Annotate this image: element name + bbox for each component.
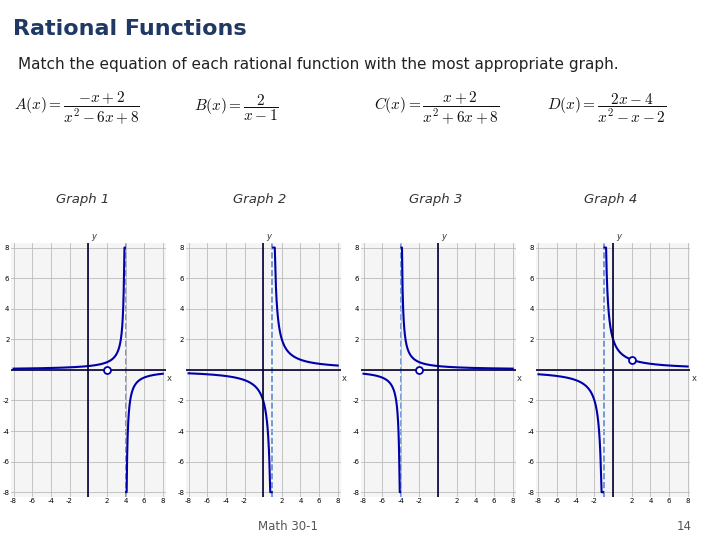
Text: Graph 4: Graph 4 [584,192,637,206]
Text: $B(x) = \dfrac{2}{x-1}$: $B(x) = \dfrac{2}{x-1}$ [194,93,279,123]
Text: $D(x) = \dfrac{2x-4}{x^2-x-2}$: $D(x) = \dfrac{2x-4}{x^2-x-2}$ [547,91,667,125]
Text: Rational Functions: Rational Functions [13,19,246,39]
Text: Graph 3: Graph 3 [409,192,462,206]
Text: Graph 2: Graph 2 [233,192,286,206]
Text: x: x [517,374,522,383]
Text: x: x [342,374,347,383]
Text: $A(x) = \dfrac{-x+2}{x^2-6x+8}$: $A(x) = \dfrac{-x+2}{x^2-6x+8}$ [14,90,140,126]
Text: 14: 14 [676,520,691,534]
Text: x: x [692,374,697,383]
Text: y: y [91,232,96,241]
Text: Graph 1: Graph 1 [56,192,109,206]
Text: $C(x) = \dfrac{x+2}{x^2+6x+8}$: $C(x) = \dfrac{x+2}{x^2+6x+8}$ [374,90,500,126]
Text: Match the equation of each rational function with the most appropriate graph.: Match the equation of each rational func… [18,57,618,72]
Text: y: y [266,232,271,241]
Text: y: y [616,232,621,241]
Text: Math 30-1: Math 30-1 [258,520,318,534]
Text: y: y [441,232,446,241]
Text: x: x [167,374,172,383]
